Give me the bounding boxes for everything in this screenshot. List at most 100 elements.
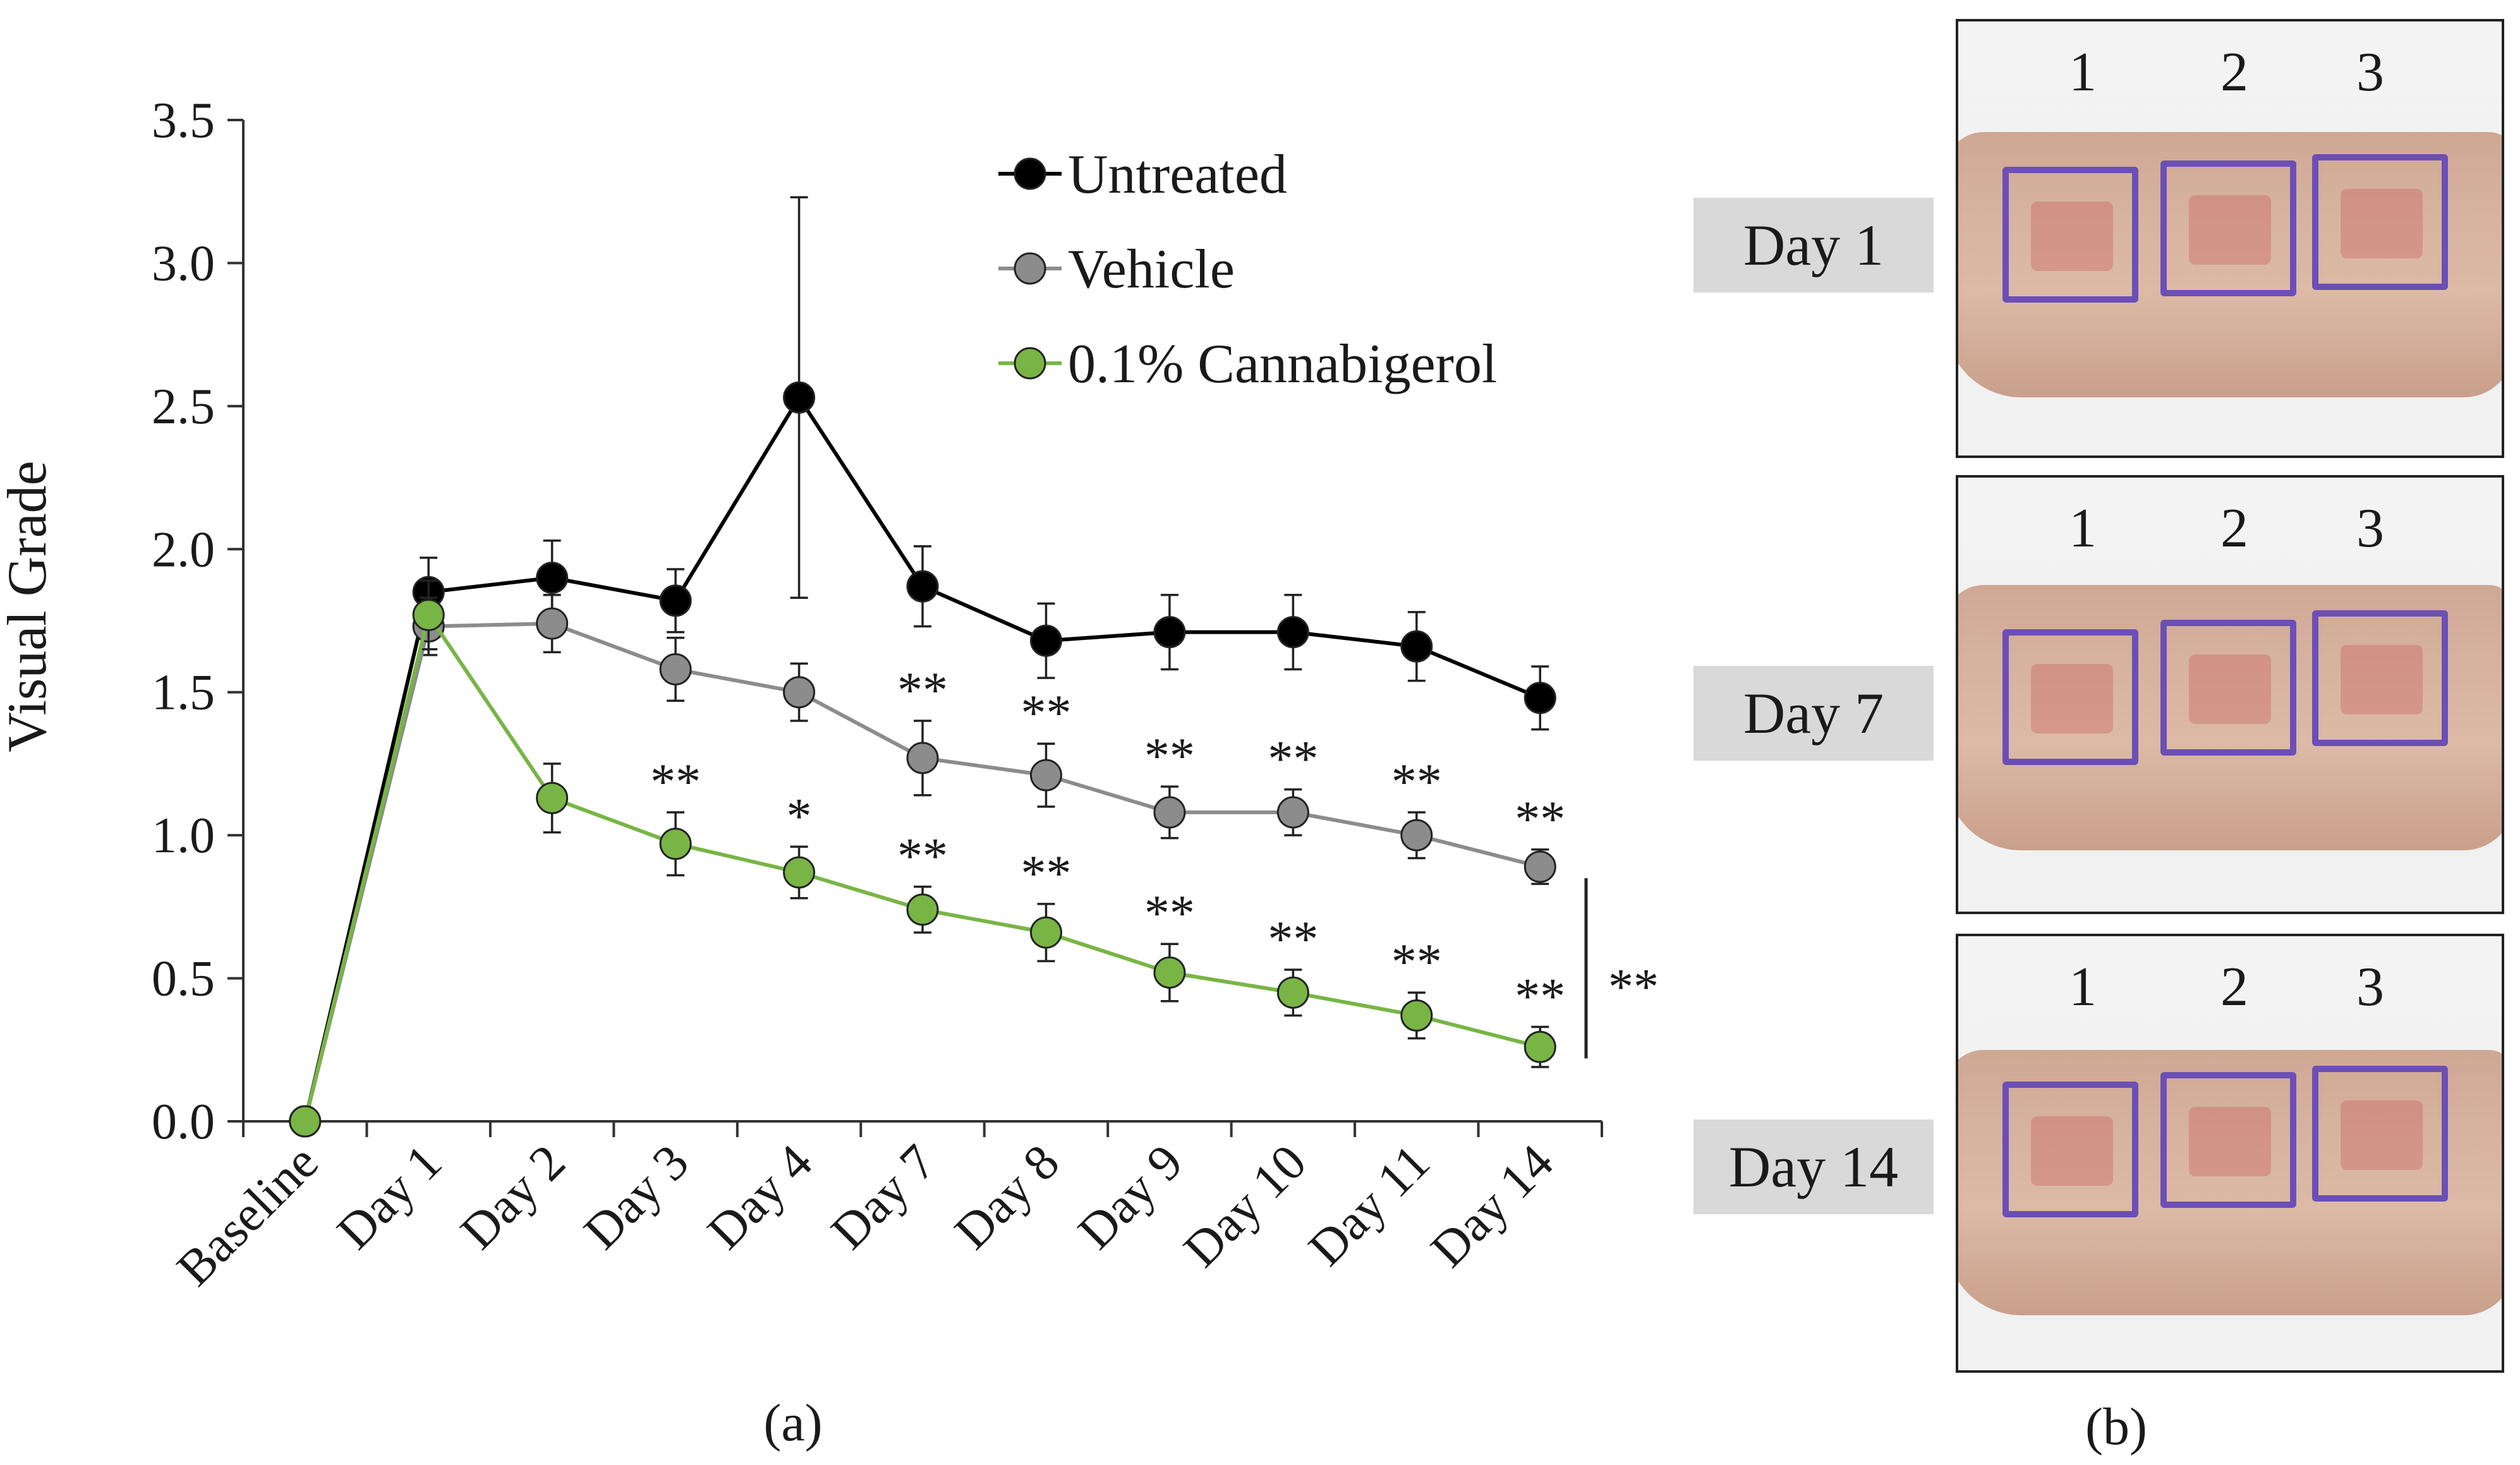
erythema-mark (2341, 1100, 2423, 1170)
site-number: 1 (2069, 42, 2097, 103)
photo-panel: Day 1 1 2 3 Day 7 1 2 3 Day 14 (1693, 0, 2520, 1465)
series-0-1-cannabigerol (289, 579, 1556, 1138)
erythema-mark (2031, 664, 2113, 733)
x-tick-label: Day 14 (1421, 1135, 1564, 1278)
data-point (1400, 999, 1433, 1032)
panel-b-caption: (b) (2085, 1397, 2147, 1456)
site-number: 2 (2220, 498, 2248, 559)
erythema-mark (2189, 1107, 2271, 1176)
data-point (659, 828, 692, 860)
significance-label: ** (1391, 754, 1442, 810)
data-point (659, 584, 692, 617)
data-point (1153, 956, 1186, 989)
x-tick-label: Day 11 (1298, 1135, 1440, 1277)
data-point (1400, 819, 1433, 852)
site-number: 3 (2356, 956, 2384, 1018)
data-point (1276, 796, 1309, 829)
erythema-mark (2189, 195, 2271, 265)
test-site-2 (2160, 1072, 2296, 1208)
significance-label: ** (1144, 886, 1195, 941)
data-point (1153, 616, 1186, 649)
legend-label: Vehicle (1068, 239, 1235, 300)
x-tick-label: Day 4 (697, 1135, 823, 1260)
y-tick-label: 1.0 (152, 808, 215, 864)
data-point (536, 781, 569, 814)
significance-label: ** (1021, 685, 1071, 741)
y-axis-label: Visual Grade (0, 461, 58, 752)
test-site-1 (2002, 629, 2138, 765)
data-point (1524, 682, 1556, 714)
data-point (1153, 796, 1186, 829)
legend-marker (1014, 252, 1046, 285)
x-tick-label: Day 10 (1173, 1135, 1317, 1278)
day-label: Day 7 (1693, 666, 1934, 761)
arm-photo: 1 2 3 (1956, 934, 2504, 1373)
arm-photo: 1 2 3 (1956, 475, 2504, 914)
arm-skin (1958, 1050, 2502, 1315)
y-tick-label: 0.0 (152, 1094, 215, 1150)
significance-label: ** (1268, 912, 1318, 967)
y-tick-label: 2.0 (152, 522, 215, 577)
data-point (906, 742, 939, 775)
day-label: Day 14 (1693, 1119, 1934, 1214)
site-number: 1 (2069, 956, 2097, 1018)
axes-layer (227, 119, 1603, 1137)
y-tick-label: 0.5 (152, 951, 215, 1007)
site-number: 2 (2220, 956, 2248, 1018)
significance-label: ** (1268, 732, 1318, 787)
day-label: Day 1 (1693, 198, 1934, 292)
erythema-mark (2341, 189, 2423, 258)
test-site-2 (2160, 160, 2296, 296)
data-point (536, 607, 569, 640)
significance-label: * (787, 788, 812, 844)
test-site-3 (2312, 1066, 2448, 1202)
significance-label: ** (1515, 969, 1565, 1025)
site-number: 1 (2069, 498, 2097, 559)
legend-label: Untreated (1068, 144, 1287, 205)
data-point (1524, 1030, 1556, 1063)
bracket-significance-label: ** (1608, 960, 1659, 1015)
x-tick-label: Day 9 (1068, 1135, 1194, 1260)
test-site-2 (2160, 620, 2296, 756)
data-point (1276, 616, 1309, 649)
data-point (1029, 624, 1062, 657)
test-site-1 (2002, 167, 2138, 303)
significance-label: ** (1021, 846, 1071, 901)
site-number: 3 (2356, 498, 2384, 559)
data-point (783, 381, 816, 414)
erythema-mark (2189, 654, 2271, 724)
data-point (536, 562, 569, 594)
significance-label: ** (897, 829, 948, 884)
x-tick-label: Day 8 (944, 1135, 1070, 1260)
test-site-1 (2002, 1082, 2138, 1217)
data-point (1029, 916, 1062, 949)
arm-skin (1958, 132, 2502, 397)
legend-marker (1014, 157, 1046, 190)
y-tick-label: 2.5 (152, 379, 215, 435)
site-number: 3 (2356, 42, 2384, 103)
x-tick-label: Day 1 (327, 1135, 452, 1260)
y-tick-label: 3.5 (152, 93, 215, 148)
y-tick-label: 3.0 (152, 236, 215, 291)
y-tick-label: 1.5 (152, 665, 215, 721)
data-point (906, 570, 939, 603)
series-layer (289, 196, 1556, 1138)
legend-label: 0.1% Cannabigerol (1068, 334, 1497, 395)
test-site-3 (2312, 610, 2448, 746)
site-number: 2 (2220, 42, 2248, 103)
x-tick-label: Baseline (166, 1135, 329, 1297)
legend-marker (1014, 347, 1046, 380)
arm-photo: 1 2 3 (1956, 19, 2504, 458)
test-site-3 (2312, 154, 2448, 290)
series-vehicle (289, 593, 1556, 1138)
data-point (1029, 759, 1062, 792)
x-tick-label: Day 2 (450, 1135, 576, 1260)
data-point (289, 1105, 322, 1138)
erythema-mark (2031, 1116, 2113, 1186)
data-point (783, 676, 816, 709)
significance-label: ** (1144, 728, 1195, 784)
significance-label: ** (1391, 934, 1442, 990)
erythema-mark (2031, 202, 2113, 271)
